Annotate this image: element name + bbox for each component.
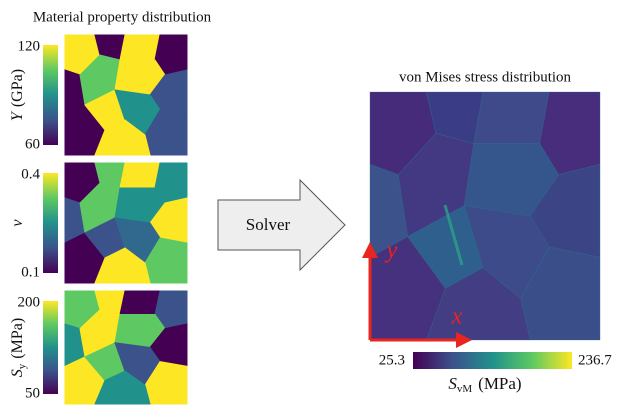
grain bbox=[119, 290, 161, 316]
panel-label: Y (GPa) bbox=[9, 69, 26, 121]
unit: (MPa) bbox=[478, 374, 521, 393]
y-axis-label: y bbox=[385, 238, 398, 264]
colorbar-label: SvM (MPa) bbox=[448, 374, 521, 395]
panel-label: Sy (MPa) bbox=[9, 318, 28, 377]
colorbar bbox=[43, 45, 58, 145]
x-arrowhead bbox=[456, 332, 472, 348]
colorbar-max: 0.4 bbox=[21, 166, 40, 182]
solver-arrow bbox=[217, 178, 346, 272]
right-title: von Mises stress distribution bbox=[399, 69, 572, 85]
grain bbox=[119, 34, 161, 61]
colorbar-max: 236.7 bbox=[578, 352, 612, 368]
grain bbox=[94, 119, 151, 156]
solver-label: Solver bbox=[246, 215, 291, 234]
property-panels: 120 60 Y (GPa) 0.4 0.1 ν 200 50 Sy (MPa) bbox=[9, 34, 188, 405]
grain bbox=[144, 237, 188, 284]
colorbar-min: 0.1 bbox=[21, 264, 40, 280]
stress-map bbox=[369, 91, 601, 341]
colorbar bbox=[43, 301, 58, 394]
colorbar-max: 120 bbox=[18, 38, 41, 54]
stress-colorbar bbox=[413, 352, 572, 369]
grain bbox=[94, 370, 151, 405]
symbol: S bbox=[448, 374, 457, 393]
colorbar-min: 60 bbox=[25, 136, 40, 152]
y-arrowhead bbox=[362, 242, 378, 258]
unit: (MPa) bbox=[9, 318, 26, 359]
left-title: Material property distribution bbox=[33, 9, 212, 25]
stress-grain bbox=[426, 267, 531, 341]
stress-grain bbox=[520, 246, 601, 341]
grain bbox=[119, 162, 161, 189]
symbol: ν bbox=[9, 219, 26, 227]
symbol: Y bbox=[9, 110, 26, 121]
grain bbox=[144, 109, 188, 156]
subscript: y bbox=[16, 363, 28, 369]
unit: (GPa) bbox=[9, 69, 26, 107]
colorbar-max: 200 bbox=[18, 294, 41, 310]
symbol: S bbox=[9, 369, 26, 377]
x-axis-label: x bbox=[451, 304, 463, 330]
stress-band bbox=[443, 204, 464, 266]
grain bbox=[94, 247, 151, 284]
colorbar-min: 25.3 bbox=[379, 352, 405, 368]
subscript: vM bbox=[457, 383, 473, 395]
grain bbox=[144, 361, 188, 405]
colorbar-min: 50 bbox=[25, 385, 40, 401]
panel-label: ν bbox=[9, 219, 26, 227]
stress-grain bbox=[473, 91, 550, 144]
colorbar bbox=[43, 173, 58, 273]
